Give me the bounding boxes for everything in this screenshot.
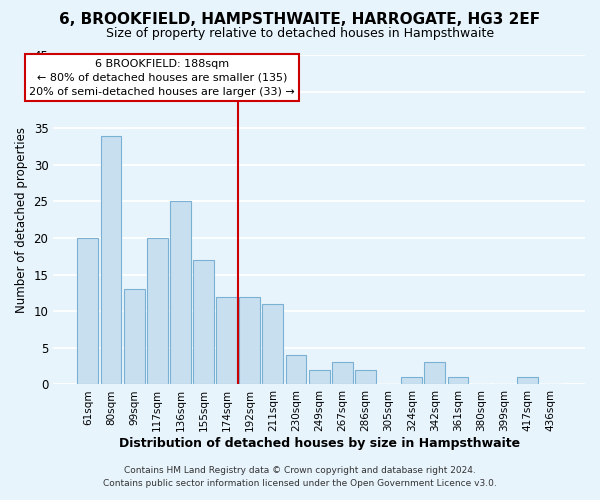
Text: Size of property relative to detached houses in Hampsthwaite: Size of property relative to detached ho… <box>106 28 494 40</box>
Bar <box>77 238 98 384</box>
Bar <box>286 355 307 384</box>
Bar <box>517 377 538 384</box>
Bar <box>309 370 329 384</box>
Bar <box>193 260 214 384</box>
Bar <box>448 377 469 384</box>
Bar <box>424 362 445 384</box>
Bar <box>355 370 376 384</box>
Bar <box>147 238 167 384</box>
Text: 6, BROOKFIELD, HAMPSTHWAITE, HARROGATE, HG3 2EF: 6, BROOKFIELD, HAMPSTHWAITE, HARROGATE, … <box>59 12 541 28</box>
Bar <box>124 290 145 384</box>
X-axis label: Distribution of detached houses by size in Hampsthwaite: Distribution of detached houses by size … <box>119 437 520 450</box>
Bar <box>401 377 422 384</box>
Y-axis label: Number of detached properties: Number of detached properties <box>15 126 28 312</box>
Bar <box>262 304 283 384</box>
Text: Contains HM Land Registry data © Crown copyright and database right 2024.
Contai: Contains HM Land Registry data © Crown c… <box>103 466 497 487</box>
Bar <box>216 296 237 384</box>
Bar <box>101 136 121 384</box>
Bar <box>239 296 260 384</box>
Text: 6 BROOKFIELD: 188sqm
← 80% of detached houses are smaller (135)
20% of semi-deta: 6 BROOKFIELD: 188sqm ← 80% of detached h… <box>29 58 295 96</box>
Bar <box>170 202 191 384</box>
Bar <box>332 362 353 384</box>
